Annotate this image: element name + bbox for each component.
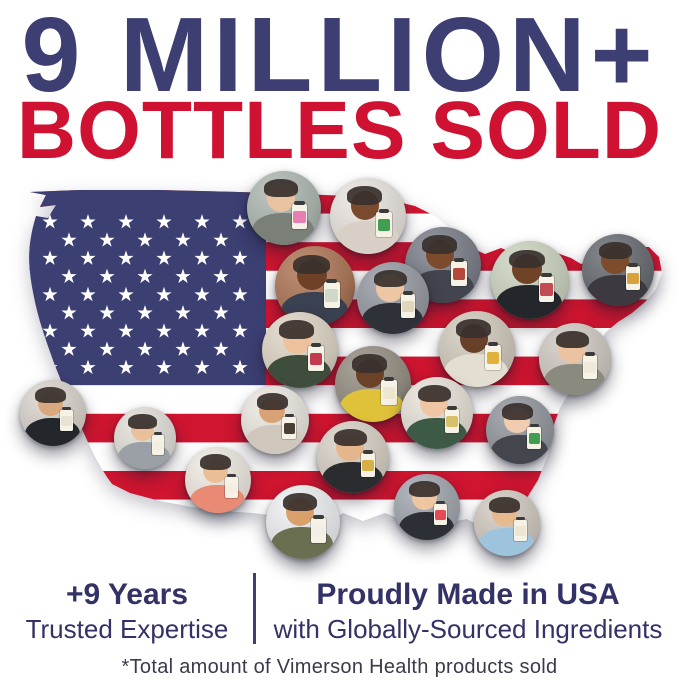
customer-photo [401, 377, 473, 449]
supplement-bottle-icon [323, 278, 340, 309]
person-hair [352, 354, 388, 373]
customer-photo [486, 396, 554, 464]
bottle-label [226, 482, 238, 494]
stat-usa-subtitle: with Globally-Sourced Ingredients [273, 614, 663, 644]
bottle-label [293, 211, 306, 223]
supplement-bottle-icon [434, 500, 448, 526]
supplement-bottle-icon [360, 450, 376, 478]
bottle-label [515, 525, 527, 537]
stat-years-subtitle: Trusted Expertise [25, 614, 229, 644]
customer-photo [20, 380, 86, 446]
person-hair [333, 428, 367, 447]
supplement-bottle-icon [292, 201, 307, 229]
person-hair [373, 269, 407, 288]
customer-photo [247, 171, 321, 245]
person-hair [347, 186, 383, 205]
supplement-bottle-icon [582, 352, 598, 380]
person-hair [489, 497, 520, 514]
supplement-bottle-icon [400, 291, 416, 319]
bottle-label [435, 509, 447, 521]
customer-photo [266, 485, 340, 559]
bottle-label [402, 301, 414, 313]
bottle-label [283, 422, 295, 434]
customer-photo [335, 346, 411, 422]
person-hair [501, 403, 533, 420]
supplement-bottle-icon [376, 208, 392, 238]
customer-photo [357, 262, 429, 334]
supplement-bottle-icon [311, 515, 326, 543]
person-hair [35, 387, 66, 404]
bottle-label [584, 362, 596, 374]
person-hair [409, 481, 440, 498]
stat-usa-title: Proudly Made in USA [316, 578, 620, 611]
supplement-bottle-icon [381, 376, 397, 406]
bottle-label [452, 268, 466, 281]
supplement-bottle-icon [514, 516, 528, 542]
headline-bottles-sold: BOTTLES SOLD [16, 85, 663, 176]
stats-bar: +9 Years Trusted Expertise Proudly Made … [0, 573, 679, 653]
bottle-label [446, 416, 458, 428]
supplement-bottle-icon [485, 341, 501, 371]
supplement-bottle-icon [282, 413, 297, 440]
customer-photo [330, 178, 406, 254]
supplement-bottle-icon [225, 473, 239, 499]
person-hair [555, 330, 589, 349]
person-hair [264, 179, 299, 197]
supplement-bottle-icon [60, 406, 74, 432]
customer-photo [582, 234, 654, 306]
customer-photo [474, 490, 540, 556]
headline-count: 9 MILLION+ [21, 0, 658, 114]
bottle-label [539, 283, 553, 296]
bottle-label [382, 387, 396, 400]
customer-photo [241, 386, 309, 454]
customer-photo [114, 407, 176, 469]
bottle-label [486, 352, 500, 365]
person-hair [417, 384, 451, 403]
customer-photo [262, 312, 338, 388]
bottle-label [325, 289, 339, 303]
supplement-bottle-icon [538, 272, 555, 302]
customer-photo [317, 421, 389, 493]
supplement-bottle-icon [527, 423, 542, 450]
supplement-bottle-icon [444, 406, 460, 434]
bottle-label [312, 525, 325, 537]
supplement-bottle-icon [308, 342, 324, 372]
person-hair [508, 249, 545, 269]
bottle-label [152, 440, 164, 451]
person-hair [200, 454, 231, 471]
bottle-label [309, 353, 323, 366]
person-hair [293, 254, 331, 274]
footnote: *Total amount of Vimerson Health product… [121, 656, 558, 678]
stat-years-title: +9 Years [65, 578, 189, 611]
person-hair [279, 320, 315, 339]
customer-photo [185, 447, 251, 513]
customer-photo [439, 311, 515, 387]
bottle-label [377, 219, 391, 232]
person-hair [283, 493, 318, 511]
person-hair [256, 393, 288, 410]
supplement-bottle-icon [625, 263, 641, 291]
person-hair [128, 413, 157, 429]
bottle-label [362, 460, 374, 472]
bottle-label [627, 273, 639, 285]
person-hair [456, 319, 492, 338]
stat-years: +9 Years Trusted Expertise [18, 577, 236, 646]
customer-photo [539, 323, 611, 395]
vertical-divider [253, 573, 256, 644]
bottle-label [528, 432, 540, 444]
supplement-bottle-icon [151, 432, 165, 456]
supplement-bottle-icon [451, 257, 467, 287]
bottle-label [61, 415, 73, 427]
stat-made-in-usa: Proudly Made in USA with Globally-Source… [272, 577, 664, 646]
customer-photo [394, 474, 460, 540]
person-hair [598, 241, 632, 260]
customer-photo [491, 241, 569, 319]
person-hair [422, 235, 458, 254]
